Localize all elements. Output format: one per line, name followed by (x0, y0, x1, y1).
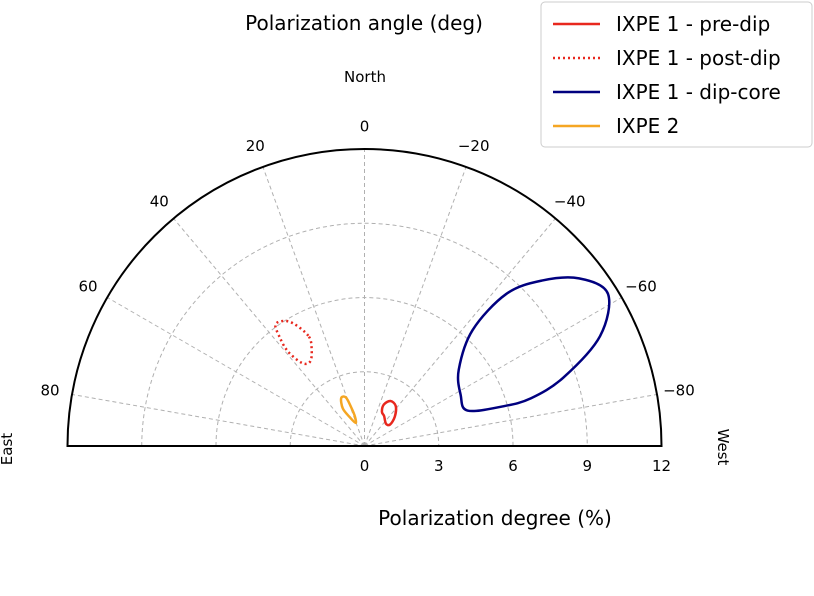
angular-gridline (364, 166, 467, 447)
angle-tick-label: 0 (360, 118, 370, 136)
angle-tick-label: 80 (41, 382, 60, 400)
tick-layer: 80 60 40 20 0 −20 −40 −60 −80 0 3 6 9 12 (41, 118, 695, 475)
radial-tick-label: 6 (508, 457, 518, 475)
radial-tick-label: 12 (652, 457, 671, 475)
radial-tick-label: 3 (434, 457, 444, 475)
frame-layer (66, 148, 663, 447)
radial-tick-label: 0 (360, 457, 370, 475)
legend-label: IXPE 1 - post-dip (616, 46, 781, 70)
legend-label: IXPE 1 - dip-core (616, 80, 781, 104)
legend-label: IXPE 2 (616, 114, 679, 138)
angle-tick-label: −60 (625, 277, 657, 295)
angle-tick-label: −20 (458, 137, 490, 155)
legend-label: IXPE 1 - pre-dip (616, 12, 770, 36)
series-layer (274, 276, 611, 427)
east-label: East (0, 433, 16, 465)
angular-gridline (71, 393, 365, 447)
north-label: North (344, 68, 386, 86)
angular-gridline (364, 393, 658, 447)
angle-tick-label: −40 (554, 192, 586, 210)
radial-gridline (289, 371, 440, 447)
radial-tick-label: 9 (582, 457, 592, 475)
contour-ixpe-1-pre-dip (380, 399, 398, 427)
angle-tick-label: 20 (246, 137, 265, 155)
contour-ixpe-1-dip-core (456, 276, 611, 413)
legend-items: IXPE 1 - pre-dip IXPE 1 - post-dip IXPE 1 … (553, 12, 781, 138)
west-label: West (714, 429, 732, 466)
angular-gridline (364, 218, 556, 447)
legend-frame (540, 1, 813, 148)
polar-frame (66, 148, 663, 447)
legend: IXPE 1 - pre-dip IXPE 1 - post-dip IXPE 1 … (540, 1, 813, 148)
angle-tick-label: 40 (150, 192, 169, 210)
contour-ixpe-1-post-dip (274, 319, 314, 366)
angle-tick-label: −80 (663, 382, 695, 400)
chart-title: Polarization angle (deg) (245, 11, 483, 35)
angle-tick-label: 60 (78, 277, 97, 295)
radial-gridline (141, 222, 588, 447)
x-axis-label: Polarization degree (%) (378, 506, 612, 530)
contour-ixpe-2 (339, 395, 358, 425)
angular-gridline (107, 297, 365, 447)
angular-gridline (173, 218, 365, 447)
angular-gridline (364, 297, 622, 447)
